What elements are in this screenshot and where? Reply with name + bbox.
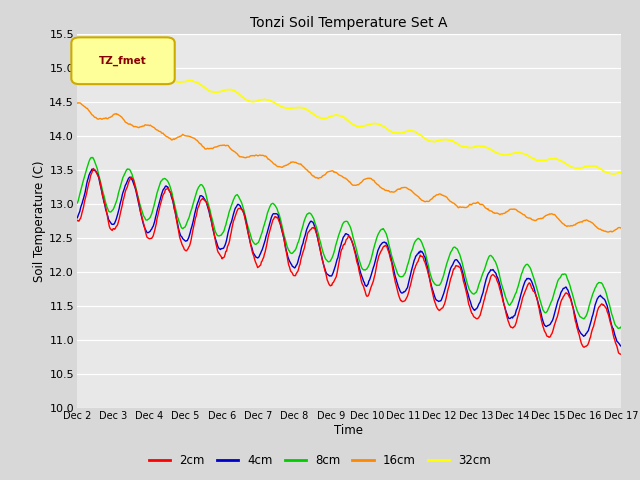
FancyBboxPatch shape xyxy=(72,37,175,84)
X-axis label: Time: Time xyxy=(334,423,364,436)
Y-axis label: Soil Temperature (C): Soil Temperature (C) xyxy=(33,160,47,282)
Legend: 2cm, 4cm, 8cm, 16cm, 32cm: 2cm, 4cm, 8cm, 16cm, 32cm xyxy=(144,449,496,472)
Title: Tonzi Soil Temperature Set A: Tonzi Soil Temperature Set A xyxy=(250,16,447,30)
Text: TZ_fmet: TZ_fmet xyxy=(99,55,147,66)
